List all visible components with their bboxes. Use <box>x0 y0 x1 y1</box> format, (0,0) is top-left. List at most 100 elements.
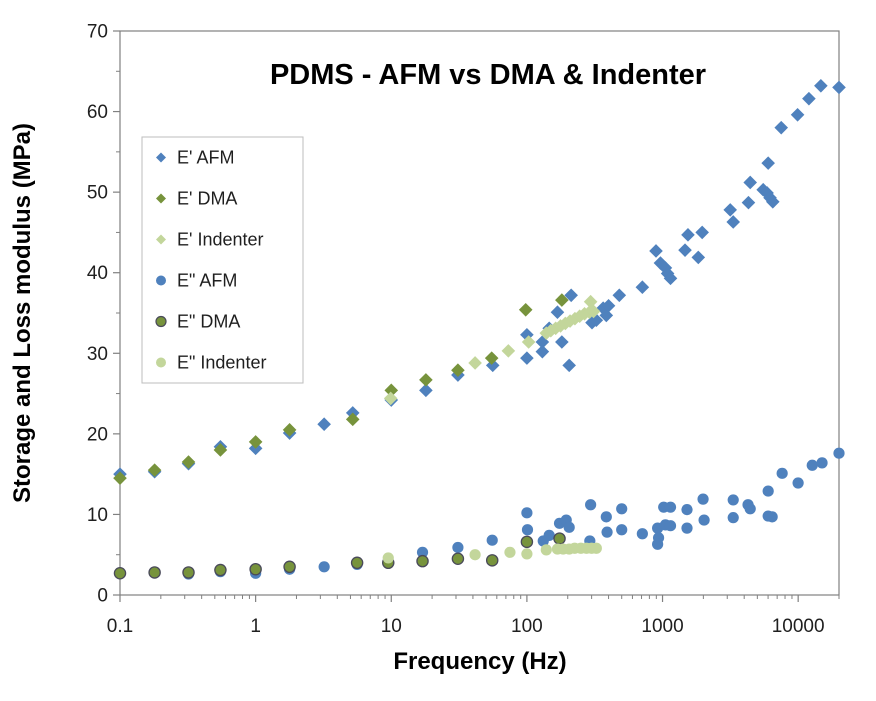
legend-marker-circle-icon <box>155 315 167 328</box>
data-point-circle <box>214 563 227 577</box>
data-point-diamond <box>723 203 738 217</box>
data-point-diamond <box>555 335 569 349</box>
data-point-circle <box>452 541 464 554</box>
data-point-circle <box>521 548 533 560</box>
legend-label: E' DMA <box>177 189 237 209</box>
chart-title: PDMS - AFM vs DMA & Indenter <box>270 59 706 91</box>
data-point-diamond <box>695 225 709 240</box>
data-point-diamond <box>649 244 663 258</box>
legend-label: E" Indenter <box>177 353 266 373</box>
data-point-diamond <box>790 107 805 122</box>
data-point-circle <box>283 560 296 574</box>
data-point-diamond <box>743 175 758 190</box>
data-point-circle <box>681 522 693 534</box>
y-tick-label: 30 <box>87 344 108 365</box>
data-point-circle <box>698 514 710 526</box>
data-point-diamond <box>419 383 433 398</box>
data-point-diamond <box>802 91 816 106</box>
data-point-diamond <box>832 80 846 95</box>
data-point-circle <box>416 554 429 568</box>
data-point-circle <box>382 552 394 564</box>
data-point-circle <box>113 566 127 580</box>
data-point-circle <box>681 503 693 516</box>
data-point-diamond <box>113 471 127 485</box>
data-point-diamond <box>562 358 576 373</box>
data-point-diamond <box>555 293 569 307</box>
data-point-circle <box>806 459 818 471</box>
data-point-circle <box>469 549 481 561</box>
data-point-diamond <box>763 190 777 205</box>
legend-label: E' AFM <box>177 148 234 168</box>
data-point-diamond <box>635 280 650 295</box>
data-point-diamond <box>678 243 692 257</box>
y-tick-label: 60 <box>87 102 108 123</box>
data-point-circle <box>762 485 774 497</box>
data-point-circle <box>616 503 628 515</box>
data-point-circle <box>744 503 756 515</box>
y-axis-label: Storage and Loss modulus (MPa) <box>9 123 36 503</box>
data-point-circle <box>318 561 330 573</box>
data-point-diamond <box>345 412 360 427</box>
data-point-diamond <box>384 383 399 398</box>
data-point-circle <box>590 542 602 554</box>
data-point-circle <box>486 534 498 546</box>
data-point-diamond <box>535 344 550 359</box>
data-point-diamond <box>521 335 536 349</box>
data-point-circle <box>792 477 804 489</box>
x-axis-label: Frequency (Hz) <box>393 648 566 675</box>
data-point-diamond <box>691 250 706 265</box>
x-tick-label: 1000 <box>641 616 683 637</box>
x-tick-label: 10 <box>381 616 402 637</box>
data-point-diamond <box>726 215 741 229</box>
x-tick-label: 100 <box>511 616 543 637</box>
data-point-circle <box>652 538 664 550</box>
data-point-circle <box>816 457 828 469</box>
data-point-diamond <box>520 351 534 365</box>
data-point-diamond <box>599 308 614 323</box>
legend-marker-diamond-icon <box>156 152 166 163</box>
data-point-diamond <box>663 271 678 286</box>
data-point-diamond <box>282 423 297 437</box>
data-point-diamond <box>248 435 263 449</box>
data-point-diamond <box>601 298 616 313</box>
data-point-diamond <box>564 288 578 303</box>
x-tick-label: 0.1 <box>107 616 133 637</box>
legend-marker-circle-icon <box>156 357 166 368</box>
data-point-circle <box>540 544 552 556</box>
data-point-circle <box>520 535 534 549</box>
data-point-diamond <box>501 344 516 358</box>
data-point-diamond <box>596 301 610 315</box>
data-point-circle <box>664 520 677 532</box>
data-point-diamond <box>741 195 756 210</box>
legend-label: E" DMA <box>177 312 240 332</box>
data-point-diamond <box>550 305 565 319</box>
x-tick-label: 1 <box>250 616 261 637</box>
data-point-circle <box>521 524 534 536</box>
data-point-diamond <box>468 356 482 370</box>
y-tick-label: 40 <box>87 263 108 284</box>
data-point-circle <box>636 528 648 540</box>
data-point-circle <box>664 501 677 513</box>
data-point-diamond <box>451 363 465 378</box>
data-point-diamond <box>765 195 780 209</box>
data-point-circle <box>563 521 575 533</box>
data-points-layer <box>113 78 846 580</box>
legend-box <box>141 136 304 384</box>
data-point-diamond <box>383 391 398 406</box>
legend-marker-circle-icon <box>156 275 166 286</box>
data-point-circle <box>727 494 739 506</box>
data-point-diamond <box>761 156 775 170</box>
y-tick-label: 10 <box>87 505 108 526</box>
data-point-circle <box>776 467 788 479</box>
y-tick-label: 50 <box>87 183 108 204</box>
data-point-circle <box>249 562 262 576</box>
data-point-circle <box>451 552 465 565</box>
data-point-circle <box>485 554 499 567</box>
data-point-diamond <box>147 463 162 477</box>
data-point-circle <box>350 556 364 570</box>
data-point-circle <box>504 546 516 558</box>
data-point-diamond <box>419 373 433 387</box>
y-tick-label: 20 <box>87 424 108 445</box>
data-point-circle <box>833 447 845 459</box>
